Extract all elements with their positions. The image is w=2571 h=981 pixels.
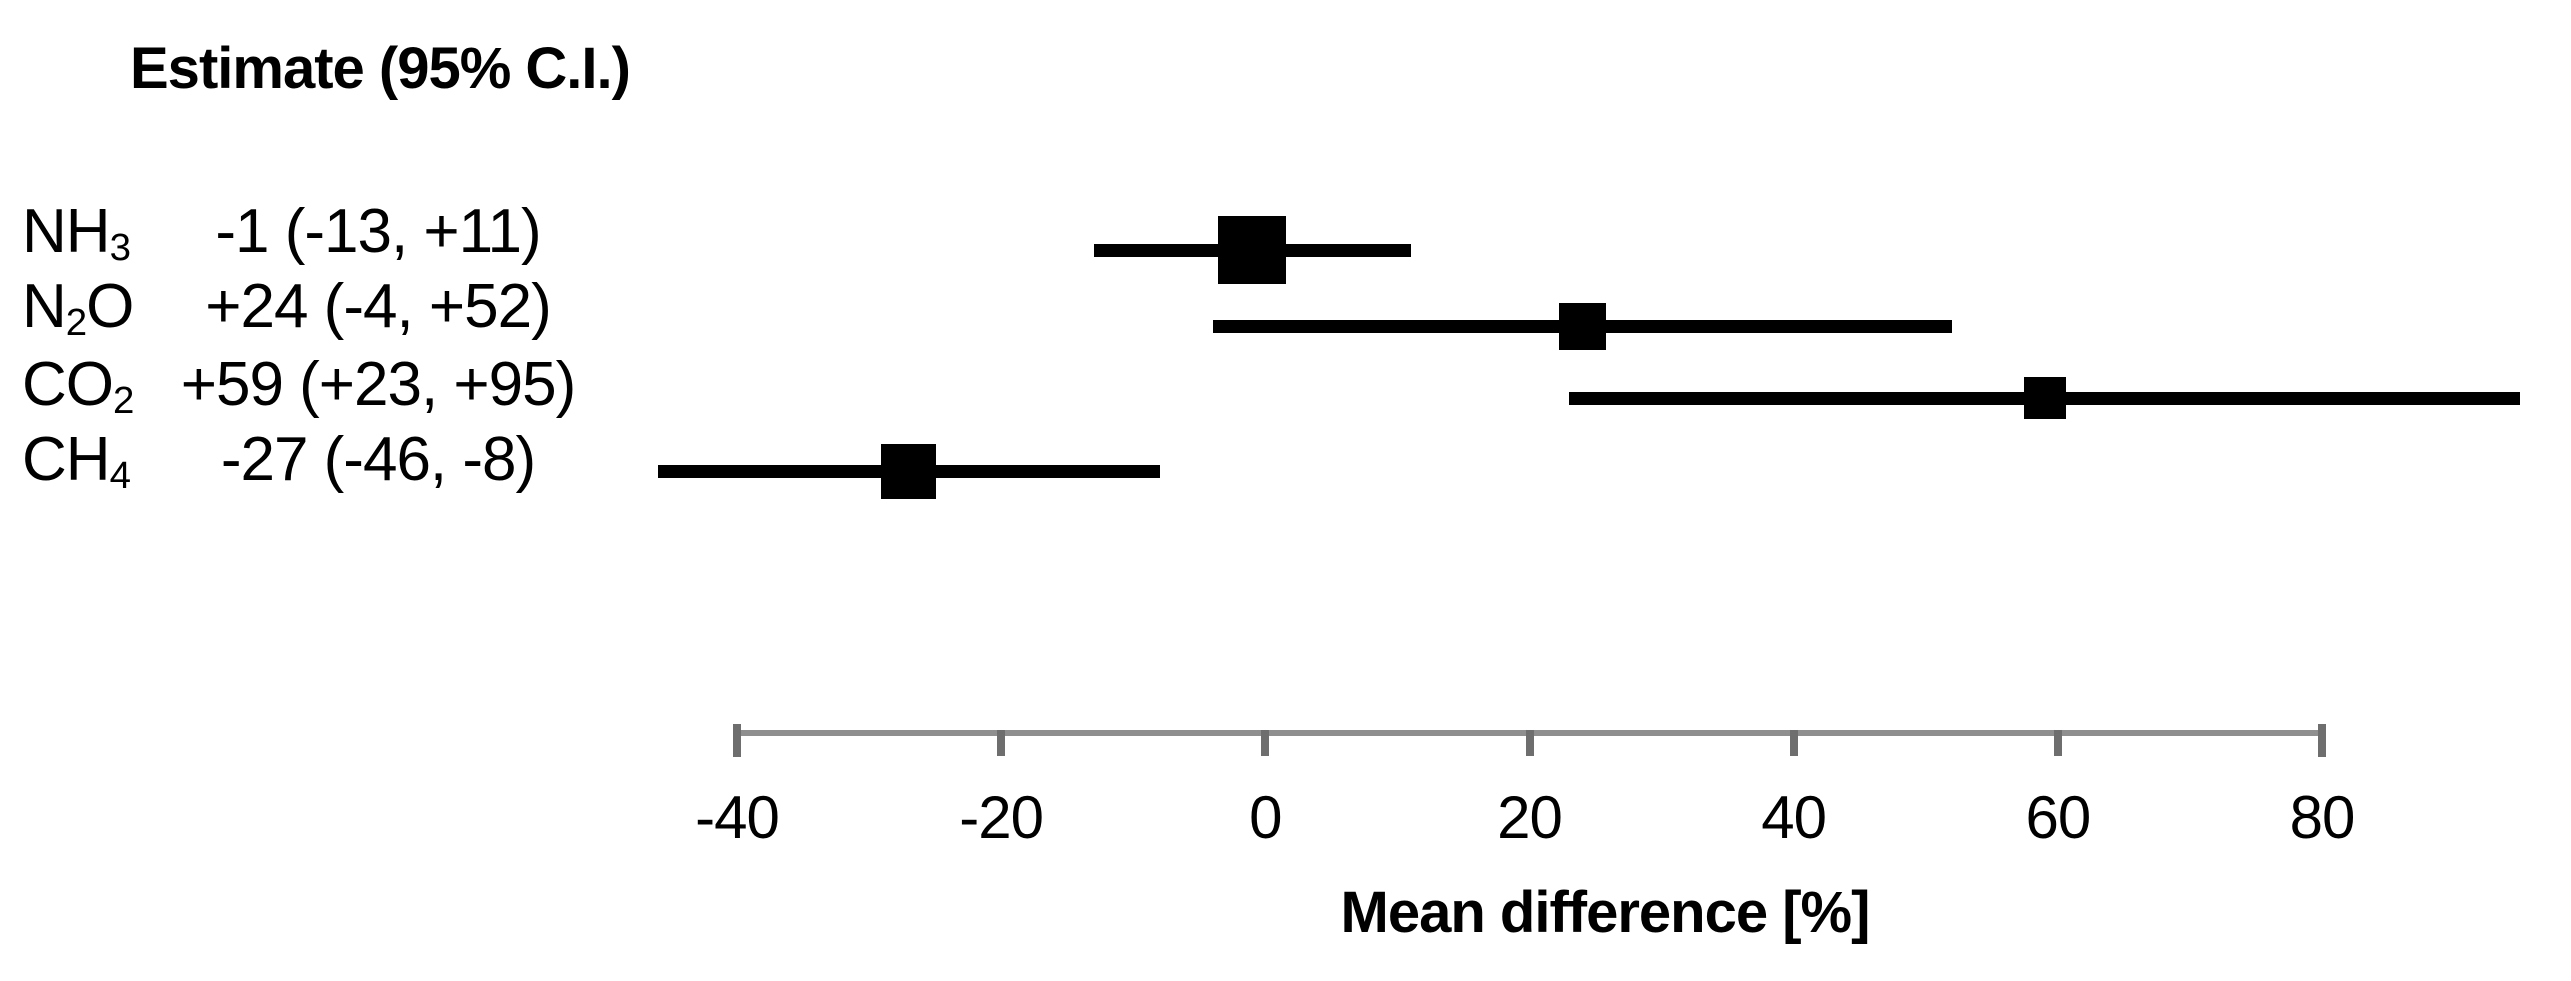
x-axis-tick-label: 0 (1249, 784, 1282, 851)
row-label-n2o: N2O (22, 272, 134, 345)
row-estimate-value-n2o: +24 (-4, +52) (205, 272, 551, 341)
x-axis-tick (1261, 730, 1270, 756)
estimate-square-marker-co2 (2023, 377, 2066, 419)
estimate-square-marker-nh3 (1218, 216, 1287, 284)
x-axis-tick-label: 60 (2025, 784, 2091, 851)
x-axis-tick (997, 730, 1006, 756)
x-axis-tick (2053, 730, 2062, 756)
x-axis-tick-label: -20 (959, 784, 1044, 851)
estimate-square-marker-ch4 (881, 443, 937, 499)
x-axis-tick-label: -40 (695, 784, 780, 851)
x-axis-tick (733, 724, 741, 757)
x-axis-tick-label: 80 (2289, 784, 2356, 851)
x-axis-tick-label: 40 (1761, 784, 1827, 851)
x-axis-title: Mean difference [%] (1340, 880, 1871, 945)
estimates-column-header: Estimate (95% C.I.) (130, 36, 631, 101)
row-label-nh3: NH3 (22, 197, 131, 270)
x-axis-tick-label: 20 (1497, 784, 1563, 851)
row-label-ch4: CH4 (22, 425, 131, 498)
row-estimate-value-nh3: -1 (-13, +11) (215, 197, 541, 266)
row-estimate-value-co2: +59 (+23, +95) (180, 350, 576, 419)
x-axis-tick (1789, 730, 1798, 756)
x-axis-tick (1525, 730, 1534, 756)
row-estimate-value-ch4: -27 (-46, -8) (220, 425, 536, 494)
x-axis-tick (2318, 724, 2326, 757)
estimate-square-marker-n2o (1558, 302, 1606, 350)
row-label-co2: CO2 (22, 350, 134, 423)
